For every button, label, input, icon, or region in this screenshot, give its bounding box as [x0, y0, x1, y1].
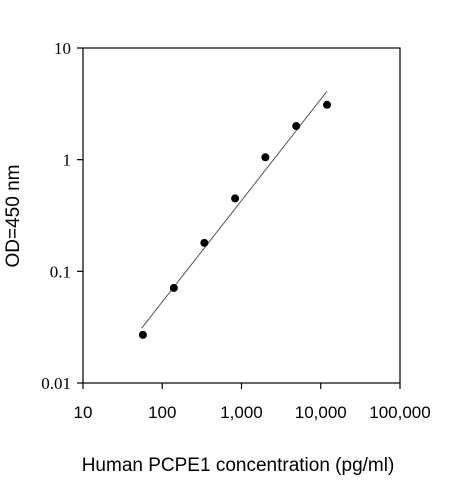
x-tick-label: 10,000 [295, 403, 347, 422]
y-tick-label: 1 [63, 151, 72, 170]
x-tick-label: 1,000 [220, 403, 263, 422]
y-tick-label: 10 [54, 39, 71, 58]
y-axis-ticks: 0.01 0.1 1 10 [41, 39, 83, 393]
data-point [169, 283, 178, 292]
y-tick-label: 0.1 [50, 262, 71, 281]
y-tick-label: 0.01 [41, 374, 71, 393]
data-point [231, 194, 240, 203]
data-points [138, 100, 332, 339]
data-point [292, 122, 301, 131]
data-point [200, 238, 209, 247]
y-axis-title: OD=450 nm [3, 165, 24, 268]
data-point [138, 330, 147, 339]
x-axis-ticks: 10 100 1,000 10,000 100,000 [74, 383, 431, 422]
plot-axes [82, 47, 401, 384]
x-tick-label: 100,000 [369, 403, 430, 422]
x-tick-label: 10 [74, 403, 93, 422]
data-point [323, 100, 332, 109]
plot-frame [82, 47, 401, 384]
x-tick-label: 100 [148, 403, 176, 422]
x-axis-title: Human PCPE1 concentration (pg/ml) [82, 455, 395, 476]
data-point [261, 153, 270, 162]
